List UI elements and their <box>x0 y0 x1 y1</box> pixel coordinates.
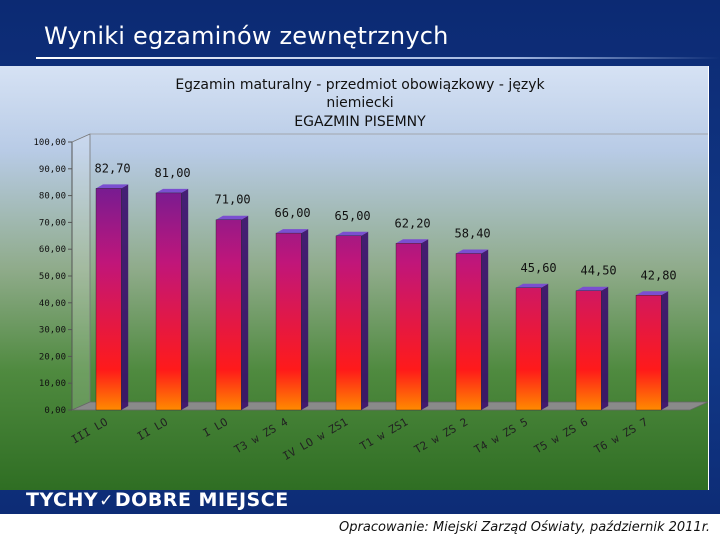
footer-band <box>0 514 720 540</box>
y-tick-label: 70,00 <box>39 218 66 228</box>
data-label: 82,70 <box>95 161 131 175</box>
bar-top <box>336 231 369 236</box>
data-label: 58,40 <box>455 226 491 240</box>
data-label: 65,00 <box>335 209 371 223</box>
data-label: 66,00 <box>275 206 311 220</box>
brand-logo-right: DOBRE MIEJSCE <box>114 489 289 511</box>
data-label: 45,60 <box>521 261 557 275</box>
bar-side <box>661 291 669 410</box>
y-tick-label: 0,00 <box>44 406 66 416</box>
y-tick-label: 80,00 <box>39 192 66 202</box>
chart-title-line-2: niemiecki <box>326 95 393 111</box>
bar-side <box>181 188 189 410</box>
y-tick-label: 40,00 <box>39 299 66 309</box>
footer-credit: Opracowanie: Miejski Zarząd Oświaty, paź… <box>339 520 710 535</box>
bar <box>215 219 242 411</box>
category-label: IV LO w ZS1 <box>281 415 351 463</box>
brand-logo-left: TYCHY <box>26 489 99 511</box>
y-tick-label: 10,00 <box>39 379 66 389</box>
bar <box>395 243 422 411</box>
category-label: T1 w ZS1 <box>358 415 410 453</box>
title-underline <box>36 57 720 59</box>
category-label: T4 w ZS 5 <box>472 415 530 456</box>
bar-side <box>481 249 489 410</box>
category-label: III LO <box>69 415 110 446</box>
category-label: T5 w ZS 6 <box>532 415 590 456</box>
category-label: II LO <box>135 415 170 443</box>
chart-title-line-3: EGAZMIN PISEMNY <box>294 114 426 130</box>
bar-top <box>96 184 129 189</box>
bar-top <box>456 249 489 254</box>
bar <box>575 290 602 411</box>
data-label: 42,80 <box>641 268 677 282</box>
bar-side <box>421 239 429 410</box>
category-label: T2 w ZS 2 <box>412 415 470 456</box>
bar <box>515 287 542 411</box>
data-label: 44,50 <box>581 264 617 278</box>
bar-top <box>156 188 189 193</box>
slide-title: Wyniki egzaminów zewnętrznych <box>44 22 449 50</box>
bar <box>455 253 482 411</box>
bar <box>155 192 182 411</box>
data-label: 62,20 <box>395 216 431 230</box>
brand-logo: TYCHY✓DOBRE MIEJSCE <box>26 489 289 511</box>
bar <box>275 232 302 411</box>
category-label: T6 w ZS 7 <box>592 415 650 456</box>
bar-side <box>541 283 549 410</box>
category-label: I LO <box>201 415 230 440</box>
check-icon: ✓ <box>99 491 114 511</box>
bar-top <box>276 229 309 234</box>
y-tick-label: 100,00 <box>33 138 66 148</box>
data-label: 81,00 <box>155 166 191 180</box>
y-tick-label: 60,00 <box>39 245 66 255</box>
bar <box>95 188 122 411</box>
bar-side <box>601 286 609 410</box>
bar-top <box>636 291 669 296</box>
bar-top <box>516 283 549 288</box>
bar-top <box>576 286 609 291</box>
bar-top <box>396 239 429 244</box>
bar-top <box>216 215 249 220</box>
chart-side-wall <box>71 133 91 411</box>
chart-title-line-1: Egzamin maturalny - przedmiot obowiązkow… <box>175 77 545 93</box>
y-tick-label: 50,00 <box>39 272 66 282</box>
y-tick-label: 20,00 <box>39 352 66 362</box>
bar <box>335 235 362 411</box>
y-tick-label: 30,00 <box>39 326 66 336</box>
chart-bars <box>95 184 669 411</box>
bar-side <box>361 231 369 410</box>
bar-side <box>241 215 249 410</box>
bar <box>635 295 662 411</box>
bar-side <box>121 184 129 410</box>
bar-side <box>301 229 309 410</box>
y-tick-label: 90,00 <box>39 165 66 175</box>
data-label: 71,00 <box>215 193 251 207</box>
